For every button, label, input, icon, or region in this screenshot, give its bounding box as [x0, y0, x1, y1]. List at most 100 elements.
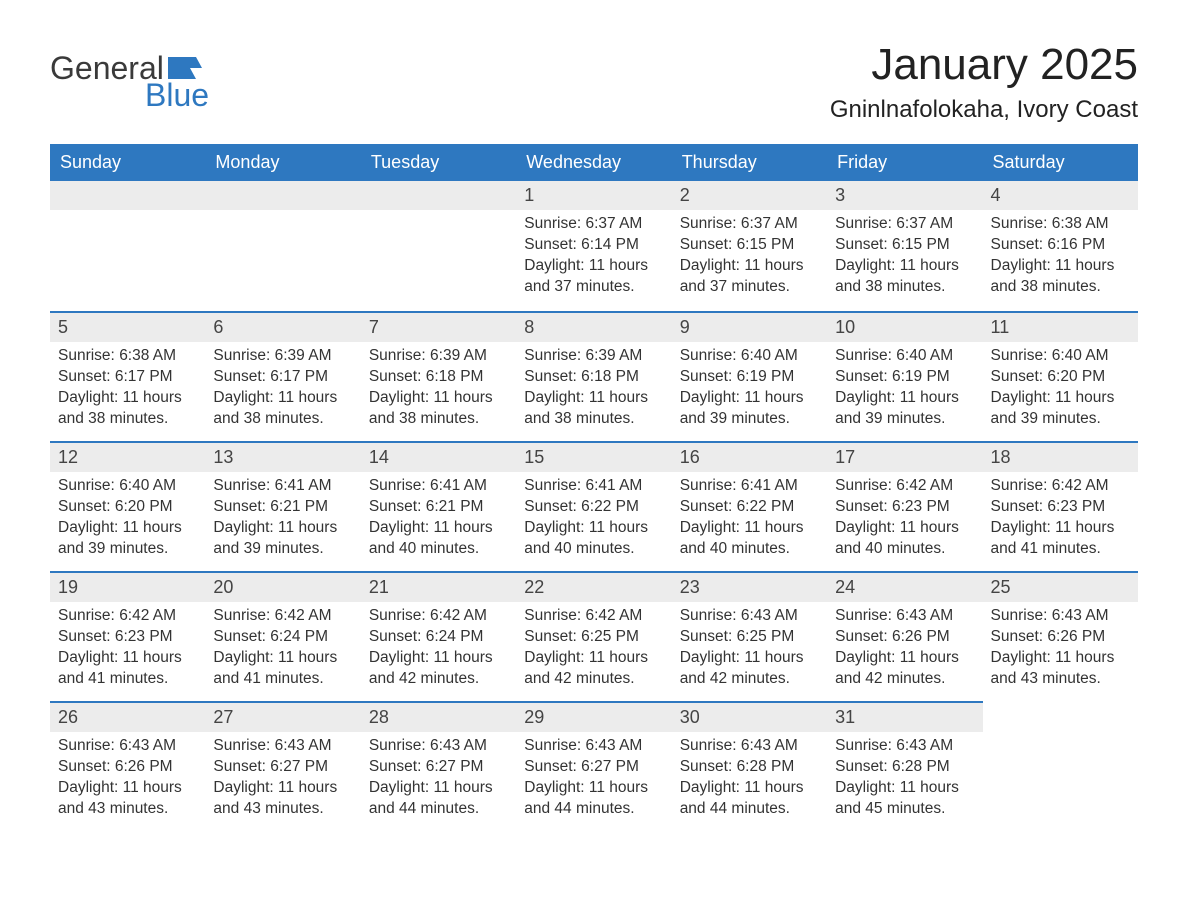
calendar-cell: [205, 181, 360, 311]
sunrise-line: Sunrise: 6:42 AM: [213, 606, 352, 627]
calendar-cell: 30Sunrise: 6:43 AMSunset: 6:28 PMDayligh…: [672, 701, 827, 831]
day-number: 8: [516, 311, 671, 342]
sunrise-label: Sunrise:: [524, 347, 581, 364]
calendar-row: 19Sunrise: 6:42 AMSunset: 6:23 PMDayligh…: [50, 571, 1138, 701]
sunrise-label: Sunrise:: [835, 477, 892, 494]
daylight-line: Daylight: 11 hours and 37 minutes.: [524, 256, 663, 298]
sunset-line: Sunset: 6:17 PM: [213, 367, 352, 388]
sunset-value: 6:26 PM: [892, 628, 950, 645]
calendar-row: 1Sunrise: 6:37 AMSunset: 6:14 PMDaylight…: [50, 181, 1138, 311]
sunset-label: Sunset:: [991, 368, 1044, 385]
sunrise-value: 6:42 AM: [896, 477, 953, 494]
sunset-line: Sunset: 6:24 PM: [213, 627, 352, 648]
day-cell: 10Sunrise: 6:40 AMSunset: 6:19 PMDayligh…: [827, 311, 982, 440]
day-cell: 8Sunrise: 6:39 AMSunset: 6:18 PMDaylight…: [516, 311, 671, 440]
sunset-line: Sunset: 6:27 PM: [369, 757, 508, 778]
daylight-line: Daylight: 11 hours and 43 minutes.: [58, 778, 197, 820]
sunrise-label: Sunrise:: [369, 737, 426, 754]
sunset-line: Sunset: 6:21 PM: [369, 497, 508, 518]
daylight-line: Daylight: 11 hours and 39 minutes.: [680, 388, 819, 430]
day-number: 16: [672, 441, 827, 472]
empty-daynum: [361, 181, 516, 210]
sunset-label: Sunset:: [680, 498, 733, 515]
sunrise-value: 6:41 AM: [741, 477, 798, 494]
daylight-label: Daylight:: [680, 779, 740, 796]
calendar-cell: 18Sunrise: 6:42 AMSunset: 6:23 PMDayligh…: [983, 441, 1138, 571]
sunrise-line: Sunrise: 6:43 AM: [835, 736, 974, 757]
sunset-line: Sunset: 6:23 PM: [58, 627, 197, 648]
sunset-line: Sunset: 6:20 PM: [991, 367, 1130, 388]
daylight-label: Daylight:: [524, 649, 584, 666]
calendar-cell: 4Sunrise: 6:38 AMSunset: 6:16 PMDaylight…: [983, 181, 1138, 311]
sunset-label: Sunset:: [680, 368, 733, 385]
page-header: General Blue January 2025 Gninlnafolokah…: [50, 40, 1138, 124]
day-cell: 29Sunrise: 6:43 AMSunset: 6:27 PMDayligh…: [516, 701, 671, 830]
calendar-cell: 1Sunrise: 6:37 AMSunset: 6:14 PMDaylight…: [516, 181, 671, 311]
sunrise-label: Sunrise:: [835, 215, 892, 232]
sunset-value: 6:27 PM: [426, 758, 484, 775]
day-body: Sunrise: 6:43 AMSunset: 6:26 PMDaylight:…: [50, 732, 205, 830]
sunset-line: Sunset: 6:14 PM: [524, 235, 663, 256]
sunrise-value: 6:43 AM: [896, 737, 953, 754]
calendar-cell: 27Sunrise: 6:43 AMSunset: 6:27 PMDayligh…: [205, 701, 360, 831]
sunrise-label: Sunrise:: [58, 347, 115, 364]
sunrise-label: Sunrise:: [524, 607, 581, 624]
sunrise-value: 6:43 AM: [896, 607, 953, 624]
sunrise-line: Sunrise: 6:41 AM: [213, 476, 352, 497]
calendar-cell: 14Sunrise: 6:41 AMSunset: 6:21 PMDayligh…: [361, 441, 516, 571]
sunset-value: 6:18 PM: [581, 368, 639, 385]
sunset-line: Sunset: 6:20 PM: [58, 497, 197, 518]
sunset-line: Sunset: 6:25 PM: [680, 627, 819, 648]
daylight-label: Daylight:: [991, 519, 1051, 536]
sunset-label: Sunset:: [369, 758, 422, 775]
sunset-value: 6:22 PM: [581, 498, 639, 515]
sunrise-value: 6:43 AM: [741, 607, 798, 624]
calendar-cell: 22Sunrise: 6:42 AMSunset: 6:25 PMDayligh…: [516, 571, 671, 701]
sunrise-label: Sunrise:: [524, 477, 581, 494]
sunset-line: Sunset: 6:19 PM: [835, 367, 974, 388]
sunset-line: Sunset: 6:22 PM: [524, 497, 663, 518]
day-body: Sunrise: 6:37 AMSunset: 6:15 PMDaylight:…: [672, 210, 827, 308]
day-number: 20: [205, 571, 360, 602]
daylight-line: Daylight: 11 hours and 45 minutes.: [835, 778, 974, 820]
daylight-line: Daylight: 11 hours and 40 minutes.: [369, 518, 508, 560]
daylight-label: Daylight:: [991, 389, 1051, 406]
sunrise-label: Sunrise:: [213, 347, 270, 364]
day-body: Sunrise: 6:43 AMSunset: 6:27 PMDaylight:…: [516, 732, 671, 830]
sunset-label: Sunset:: [58, 628, 111, 645]
day-body: Sunrise: 6:38 AMSunset: 6:16 PMDaylight:…: [983, 210, 1138, 308]
sunset-line: Sunset: 6:16 PM: [991, 235, 1130, 256]
sunset-label: Sunset:: [835, 628, 888, 645]
calendar-cell: [50, 181, 205, 311]
daylight-label: Daylight:: [835, 389, 895, 406]
sunset-label: Sunset:: [524, 628, 577, 645]
daylight-label: Daylight:: [369, 519, 429, 536]
day-number: 31: [827, 701, 982, 732]
sunset-label: Sunset:: [991, 236, 1044, 253]
day-number: 15: [516, 441, 671, 472]
day-number: 30: [672, 701, 827, 732]
sunrise-value: 6:43 AM: [585, 737, 642, 754]
sunrise-value: 6:41 AM: [585, 477, 642, 494]
day-body: Sunrise: 6:42 AMSunset: 6:24 PMDaylight:…: [205, 602, 360, 700]
day-body: Sunrise: 6:39 AMSunset: 6:18 PMDaylight:…: [361, 342, 516, 440]
sunset-value: 6:22 PM: [737, 498, 795, 515]
day-cell: 19Sunrise: 6:42 AMSunset: 6:23 PMDayligh…: [50, 571, 205, 700]
sunset-value: 6:26 PM: [1047, 628, 1105, 645]
sunset-value: 6:27 PM: [270, 758, 328, 775]
daylight-label: Daylight:: [58, 519, 118, 536]
sunrise-label: Sunrise:: [991, 347, 1048, 364]
day-number: 10: [827, 311, 982, 342]
sunset-value: 6:27 PM: [581, 758, 639, 775]
sunrise-label: Sunrise:: [680, 477, 737, 494]
daylight-label: Daylight:: [524, 519, 584, 536]
sunset-value: 6:21 PM: [270, 498, 328, 515]
sunrise-label: Sunrise:: [524, 737, 581, 754]
sunrise-value: 6:39 AM: [275, 347, 332, 364]
day-body: Sunrise: 6:39 AMSunset: 6:17 PMDaylight:…: [205, 342, 360, 440]
calendar-cell: 28Sunrise: 6:43 AMSunset: 6:27 PMDayligh…: [361, 701, 516, 831]
daylight-label: Daylight:: [524, 389, 584, 406]
day-body: Sunrise: 6:43 AMSunset: 6:26 PMDaylight:…: [983, 602, 1138, 700]
calendar-cell: 31Sunrise: 6:43 AMSunset: 6:28 PMDayligh…: [827, 701, 982, 831]
sunset-label: Sunset:: [213, 628, 266, 645]
